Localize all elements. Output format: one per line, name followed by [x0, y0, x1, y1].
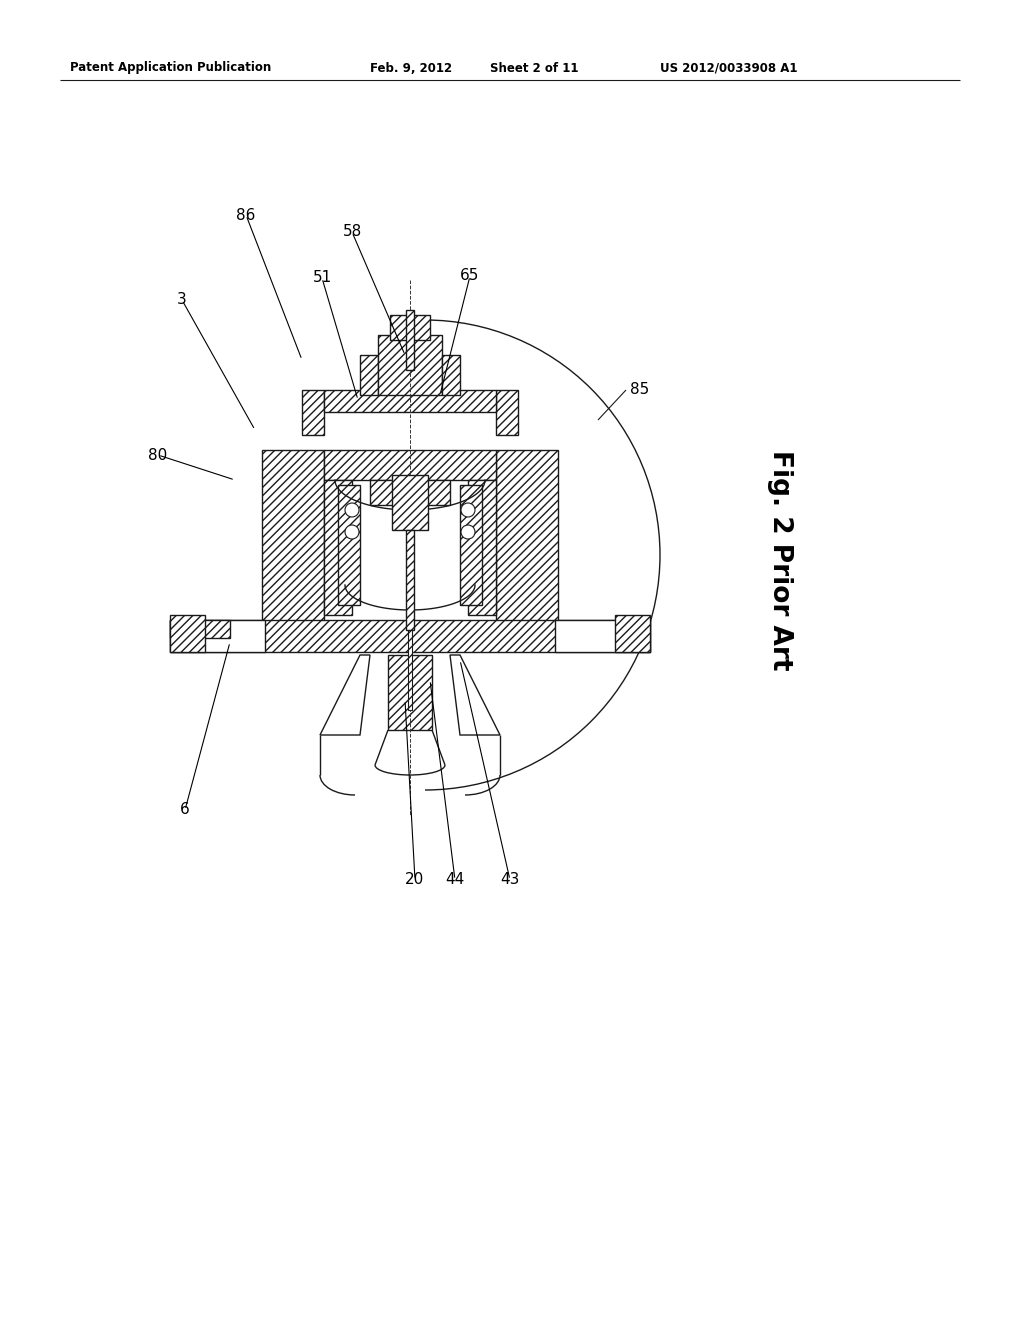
Bar: [170, 615, 205, 652]
Circle shape: [345, 503, 359, 517]
Text: 3: 3: [177, 293, 186, 308]
Polygon shape: [319, 655, 370, 735]
Bar: [302, 389, 324, 436]
Text: 85: 85: [631, 383, 649, 397]
Bar: [170, 620, 230, 638]
Bar: [392, 475, 428, 531]
Bar: [262, 450, 324, 624]
Bar: [324, 480, 352, 615]
Text: Fig. 2 Prior Art: Fig. 2 Prior Art: [767, 450, 793, 671]
Bar: [496, 389, 518, 436]
Text: US 2012/0033908 A1: US 2012/0033908 A1: [660, 62, 798, 74]
Bar: [378, 335, 442, 395]
Bar: [555, 620, 650, 652]
Bar: [324, 450, 496, 480]
Bar: [408, 630, 412, 710]
Bar: [388, 655, 432, 730]
Bar: [370, 480, 450, 506]
Text: 44: 44: [445, 873, 465, 887]
Bar: [460, 484, 482, 605]
Text: 51: 51: [312, 271, 332, 285]
Bar: [468, 480, 496, 615]
Bar: [324, 389, 496, 412]
Bar: [406, 310, 414, 370]
Bar: [360, 355, 378, 395]
Bar: [170, 620, 265, 652]
Text: Feb. 9, 2012: Feb. 9, 2012: [370, 62, 453, 74]
Bar: [406, 531, 414, 630]
Bar: [496, 450, 558, 624]
Text: 86: 86: [237, 207, 256, 223]
Polygon shape: [450, 655, 500, 735]
Circle shape: [461, 503, 475, 517]
Bar: [442, 355, 460, 395]
Bar: [170, 620, 650, 652]
Bar: [390, 315, 430, 341]
Text: 58: 58: [342, 224, 361, 239]
Text: 80: 80: [148, 447, 168, 462]
Text: Patent Application Publication: Patent Application Publication: [70, 62, 271, 74]
Text: 65: 65: [461, 268, 479, 284]
Bar: [338, 484, 360, 605]
Text: 20: 20: [406, 873, 425, 887]
Text: 6: 6: [180, 803, 189, 817]
Text: Sheet 2 of 11: Sheet 2 of 11: [490, 62, 579, 74]
Bar: [615, 615, 650, 652]
Circle shape: [461, 525, 475, 539]
Text: 43: 43: [501, 873, 520, 887]
Circle shape: [345, 525, 359, 539]
